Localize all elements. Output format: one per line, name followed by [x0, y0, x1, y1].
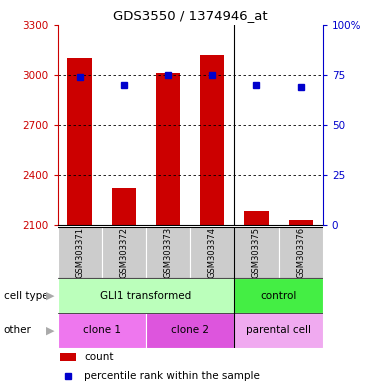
- Text: GSM303374: GSM303374: [208, 227, 217, 278]
- Bar: [244, 211, 269, 225]
- Bar: [289, 220, 313, 225]
- Text: GSM303376: GSM303376: [296, 227, 305, 278]
- Text: clone 2: clone 2: [171, 325, 209, 335]
- Text: GSM303372: GSM303372: [119, 227, 128, 278]
- Bar: [58, 313, 146, 348]
- Text: GSM303373: GSM303373: [164, 227, 173, 278]
- Text: cell type: cell type: [4, 291, 48, 301]
- Bar: [156, 73, 180, 225]
- Text: other: other: [4, 325, 32, 335]
- Bar: [68, 58, 92, 225]
- Title: GDS3550 / 1374946_at: GDS3550 / 1374946_at: [113, 9, 267, 22]
- Text: GSM303371: GSM303371: [75, 227, 84, 278]
- Text: percentile rank within the sample: percentile rank within the sample: [84, 371, 260, 381]
- Text: GLI1 transformed: GLI1 transformed: [100, 291, 191, 301]
- Bar: [58, 278, 234, 313]
- Bar: [234, 227, 279, 278]
- Bar: [279, 227, 323, 278]
- Bar: [102, 227, 146, 278]
- Bar: [60, 353, 76, 361]
- Text: count: count: [84, 352, 114, 362]
- Text: control: control: [260, 291, 297, 301]
- Bar: [112, 188, 136, 225]
- Bar: [234, 278, 323, 313]
- Text: GSM303375: GSM303375: [252, 227, 261, 278]
- Text: clone 1: clone 1: [83, 325, 121, 335]
- Bar: [146, 313, 234, 348]
- Bar: [234, 313, 323, 348]
- Bar: [200, 55, 224, 225]
- Text: parental cell: parental cell: [246, 325, 311, 335]
- Bar: [58, 227, 102, 278]
- Text: ▶: ▶: [46, 291, 55, 301]
- Bar: [146, 227, 190, 278]
- Bar: [190, 227, 234, 278]
- Text: ▶: ▶: [46, 325, 55, 335]
